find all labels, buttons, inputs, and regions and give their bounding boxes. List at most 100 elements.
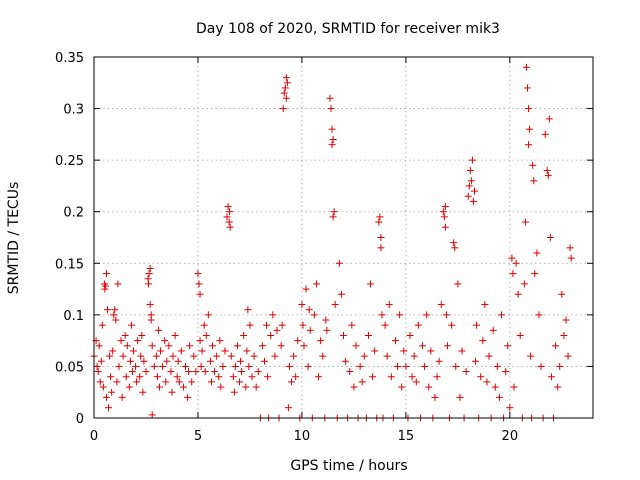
data-point	[161, 337, 169, 345]
data-point	[335, 259, 343, 267]
data-point	[331, 301, 339, 309]
data-point	[514, 290, 522, 298]
y-tick-label: 0.05	[55, 360, 84, 375]
data-point	[375, 218, 383, 226]
data-point	[107, 373, 115, 381]
data-point	[148, 342, 156, 350]
data-point	[121, 331, 129, 339]
data-point	[470, 187, 478, 195]
data-point	[329, 136, 337, 144]
data-point	[127, 321, 135, 329]
data-point	[525, 141, 533, 149]
data-point	[113, 378, 121, 386]
data-point	[281, 84, 289, 92]
data-point	[112, 316, 120, 324]
data-point	[520, 280, 528, 288]
data-point	[322, 316, 330, 324]
data-point	[439, 208, 447, 216]
data-point	[560, 331, 568, 339]
data-point	[391, 337, 399, 345]
data-point	[529, 161, 537, 169]
data-point	[547, 373, 555, 381]
data-point	[360, 352, 368, 360]
x-tick-label: 15	[398, 429, 415, 444]
data-point	[216, 337, 224, 345]
x-tick-label: 20	[502, 429, 519, 444]
data-point	[283, 79, 291, 87]
data-point	[381, 321, 389, 329]
data-point	[155, 383, 163, 391]
plot-frame	[93, 56, 594, 419]
data-point	[562, 316, 570, 324]
data-point	[117, 337, 125, 345]
data-point	[421, 362, 429, 370]
data-point	[435, 357, 443, 365]
data-point	[284, 404, 292, 412]
x-tick-label: 10	[294, 429, 311, 444]
data-point	[350, 383, 358, 391]
data-point	[340, 331, 347, 339]
data-point	[221, 347, 229, 355]
data-point	[315, 373, 323, 381]
data-point	[108, 388, 116, 396]
data-point	[139, 388, 147, 396]
data-point	[437, 301, 445, 309]
data-point	[109, 347, 117, 355]
data-point	[546, 234, 554, 241]
data-point	[472, 357, 480, 365]
y-tick-label: 0.15	[55, 257, 84, 272]
data-point	[310, 311, 318, 319]
data-point	[452, 362, 460, 370]
data-point	[196, 337, 204, 345]
data-point	[93, 362, 101, 370]
data-point	[229, 373, 237, 381]
y-tick-labels: 0 0.05 0.1 0.15 0.2 0.25 0.3 0.35	[55, 51, 84, 427]
data-point	[377, 234, 385, 241]
data-point	[454, 280, 462, 288]
data-point	[521, 218, 529, 226]
data-point	[282, 74, 290, 82]
x-tick-label: 0	[90, 429, 98, 444]
data-point	[237, 357, 245, 365]
data-point	[510, 383, 518, 391]
data-point	[167, 368, 175, 376]
data-point	[466, 166, 474, 174]
data-point	[101, 282, 109, 290]
data-point	[96, 378, 104, 386]
data-point	[147, 316, 155, 324]
data-point	[148, 411, 156, 419]
data-point	[206, 357, 214, 365]
data-point	[467, 177, 475, 185]
data-point	[118, 393, 126, 401]
data-point	[288, 378, 296, 386]
data-point	[258, 342, 266, 350]
data-point	[162, 378, 170, 386]
data-point	[231, 362, 239, 370]
data-point	[525, 105, 533, 113]
data-point	[398, 383, 406, 391]
data-point	[477, 373, 485, 381]
data-point	[556, 362, 564, 370]
data-point	[271, 352, 279, 360]
data-point	[195, 280, 203, 288]
data-point	[198, 347, 206, 355]
data-point	[177, 347, 185, 355]
data-point	[402, 362, 410, 370]
data-point	[200, 321, 208, 329]
data-point	[524, 84, 532, 92]
data-point	[493, 362, 501, 370]
data-point	[126, 357, 134, 365]
data-point	[279, 105, 287, 113]
data-point	[512, 259, 520, 267]
data-point	[554, 383, 562, 391]
data-point	[173, 373, 181, 381]
data-point	[371, 347, 379, 355]
data-point	[230, 388, 238, 396]
data-point	[168, 388, 176, 396]
data-point	[317, 337, 325, 345]
data-point	[226, 208, 234, 216]
data-point	[159, 362, 167, 370]
data-point	[479, 337, 487, 345]
data-point	[192, 368, 200, 376]
y-axis-title: SRMTID / TECUs	[6, 182, 22, 295]
